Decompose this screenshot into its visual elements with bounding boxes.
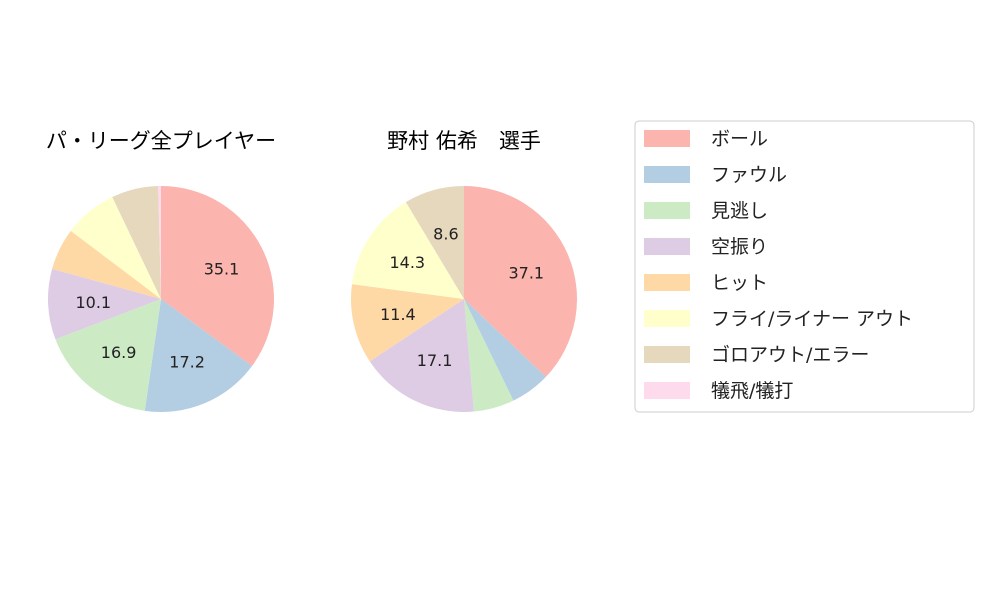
- pie-slice-league-4: [52, 230, 161, 299]
- pie-label-player-3: 17.1: [417, 351, 453, 370]
- legend-swatch-6: [644, 346, 690, 363]
- pie-slice-league-0: [161, 186, 274, 366]
- chart-title-league: パ・リーグ全プレイヤー: [46, 129, 276, 153]
- pie-chart-player: 野村 佑希 選手 37.1 17.1 11.4 14.3 8.6: [350, 129, 578, 412]
- pie-slice-player-0: [464, 186, 578, 377]
- pie-label-player-4: 11.4: [380, 305, 416, 324]
- pie-label-player-0: 37.1: [508, 263, 544, 282]
- pie-slice-player-6: [405, 186, 464, 299]
- legend-swatch-3: [644, 238, 690, 255]
- pie-slice-player-1: [464, 299, 546, 401]
- legend-swatch-4: [644, 274, 690, 291]
- pie-slice-player-2: [464, 299, 514, 412]
- pie-slice-league-6: [112, 186, 161, 299]
- pie-slice-league-5: [70, 197, 161, 299]
- legend-swatch-2: [644, 202, 690, 219]
- chart-title-player: 野村 佑希 選手: [387, 129, 541, 153]
- pie-chart-league: パ・リーグ全プレイヤー 35.1 17.2 16.9 10.1: [46, 129, 276, 412]
- legend-label-3: 空振り: [711, 236, 768, 258]
- pie-label-player-5: 14.3: [389, 253, 425, 272]
- legend-frame: [634, 120, 975, 413]
- pie-label-league-3: 10.1: [75, 293, 111, 312]
- legend-label-7: 犠飛/犠打: [711, 380, 793, 402]
- legend-label-5: フライ/ライナー アウト: [711, 308, 913, 330]
- legend-label-0: ボール: [711, 128, 768, 150]
- legend-swatch-0: [644, 130, 690, 147]
- legend-label-1: ファウル: [711, 164, 787, 186]
- pie-slice-league-1: [144, 299, 252, 412]
- legend-label-6: ゴロアウト/エラー: [711, 344, 869, 366]
- pie-slice-league-3: [48, 268, 161, 340]
- pie-slice-player-5: [351, 202, 464, 299]
- pie-label-player-6: 8.6: [433, 225, 458, 244]
- pie-label-league-0: 35.1: [204, 259, 240, 278]
- legend-label-4: ヒット: [711, 272, 768, 294]
- legend-swatch-1: [644, 166, 690, 183]
- pie-slice-league-7: [158, 186, 161, 299]
- pie-slice-player-3: [369, 299, 474, 412]
- pie-label-league-1: 17.2: [169, 353, 205, 372]
- pie-slice-player-4: [350, 284, 464, 362]
- legend-label-2: 見逃し: [711, 200, 768, 222]
- legend-swatch-7: [644, 382, 690, 399]
- legend-swatch-5: [644, 310, 690, 327]
- pie-label-league-2: 16.9: [101, 343, 137, 362]
- pie-slice-league-2: [55, 299, 161, 411]
